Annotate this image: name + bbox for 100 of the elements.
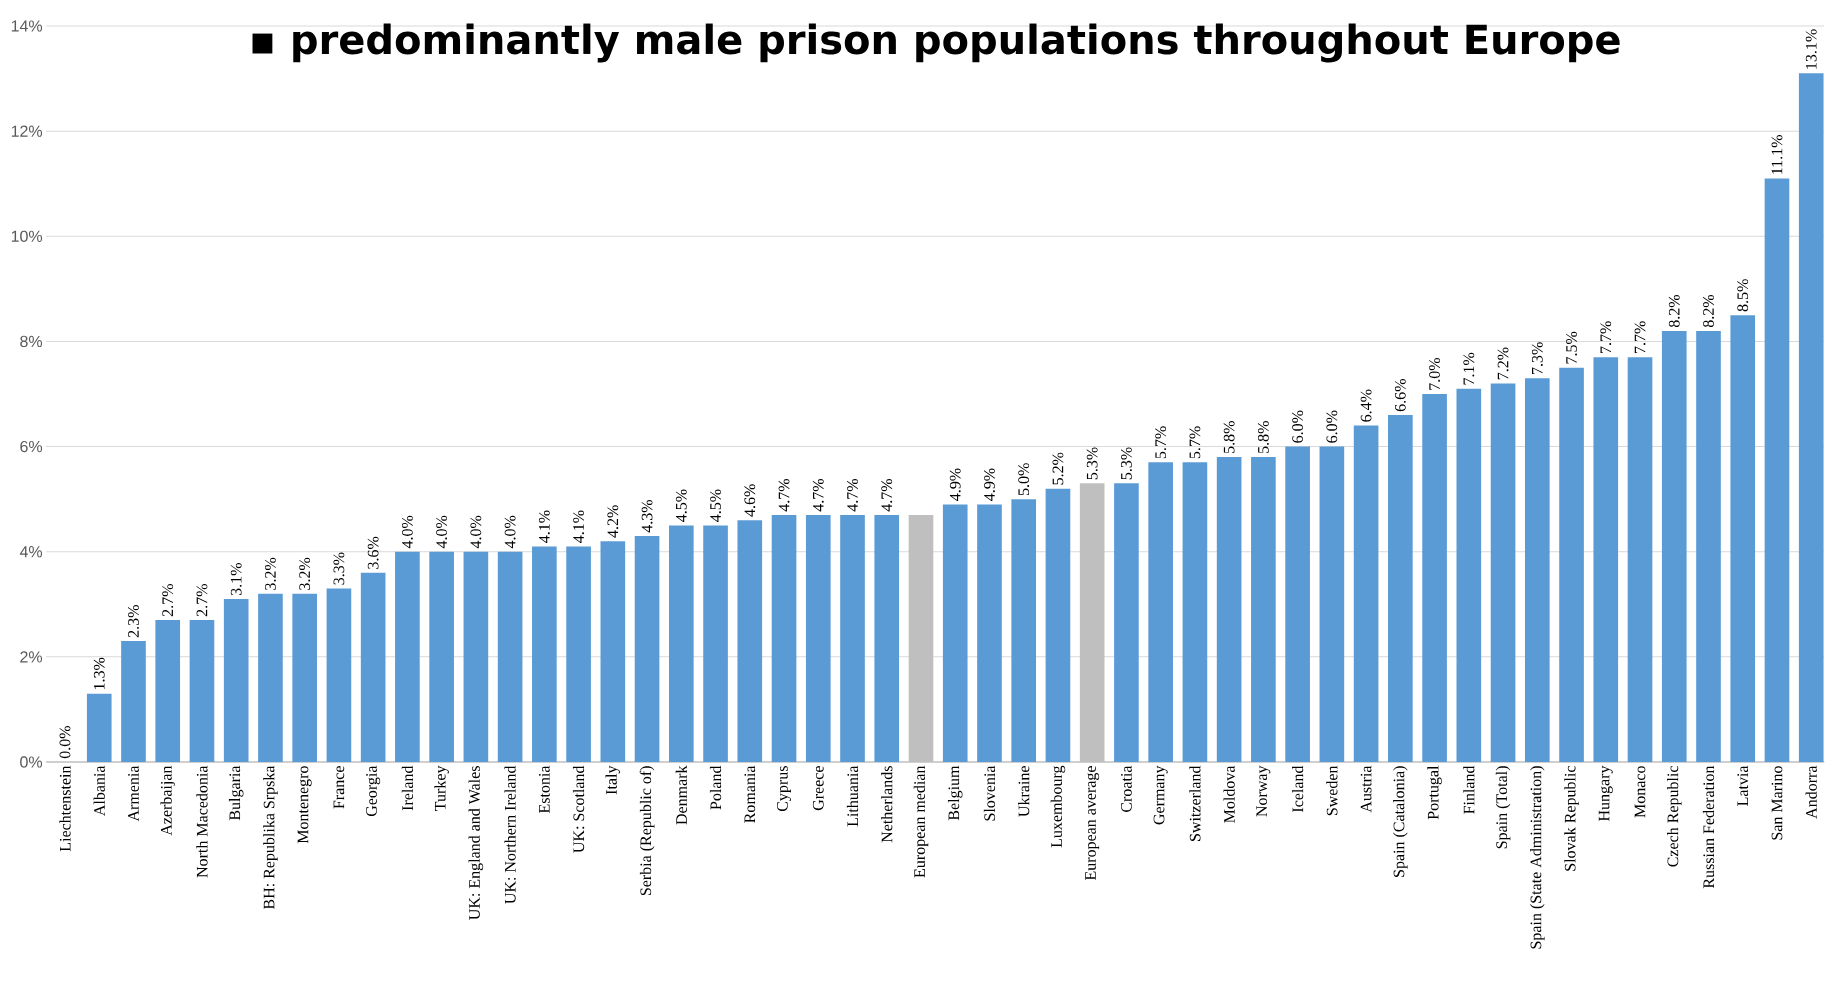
data-label: 4.0%	[504, 515, 516, 549]
data-label: 7.3%	[1531, 342, 1543, 374]
bar	[1559, 367, 1584, 762]
bar	[600, 541, 626, 762]
bar	[634, 535, 660, 762]
data-label: 4.7%	[778, 478, 790, 512]
x-tick-label: Spain (Total)	[1495, 766, 1511, 849]
data-label: 8.5%	[1737, 279, 1749, 312]
data-label: 7.0%	[1429, 358, 1441, 390]
data-label: 4.5%	[710, 489, 721, 522]
bar	[1593, 357, 1619, 762]
bar	[463, 551, 489, 762]
bar	[86, 693, 112, 762]
x-tick-label: European average	[1085, 766, 1100, 881]
bar	[326, 588, 352, 762]
y-tick-label: 12%	[11, 125, 43, 137]
bar	[189, 620, 215, 762]
x-tick-label: Austria	[1360, 765, 1372, 813]
x-tick-label: UK: England and Wales	[468, 766, 484, 920]
x-tick-label: Monaco	[1634, 766, 1646, 818]
data-label: 4.7%	[847, 478, 858, 512]
x-tick-label: UK: Scotland	[572, 765, 585, 853]
bar	[1285, 446, 1310, 762]
data-label: 2.7%	[196, 584, 208, 617]
x-tick-label: European median	[913, 765, 929, 878]
bar	[1422, 394, 1447, 762]
data-label: 5.7%	[1189, 426, 1201, 459]
x-tick-label: Switzerland	[1189, 765, 1201, 841]
x-tick-label: Finland	[1463, 765, 1475, 814]
x-tick-label: Poland	[709, 765, 722, 810]
x-tick-label: Liechtenstein	[59, 765, 71, 852]
x-tick-label: Denmark	[675, 765, 687, 825]
data-label: 4.1%	[538, 510, 550, 543]
data-label: 7.7%	[1634, 321, 1646, 353]
bar	[1114, 483, 1139, 762]
x-tick-label: Montenegro	[297, 766, 312, 844]
x-tick-label: Turkey	[434, 765, 449, 811]
x-tick-label: Latvia	[1737, 765, 1749, 806]
data-label: 4.0%	[470, 515, 482, 549]
bar	[1696, 330, 1721, 762]
bar	[737, 520, 763, 762]
bar	[1764, 178, 1790, 762]
bar	[1388, 415, 1413, 762]
bar	[1353, 425, 1379, 762]
x-tick-label: Italy	[605, 765, 621, 795]
data-label: 7.2%	[1497, 347, 1509, 380]
bar	[1730, 315, 1756, 762]
bar	[429, 551, 454, 762]
bar	[1182, 462, 1208, 762]
data-label: 4.9%	[949, 468, 961, 501]
data-label: 8.2%	[1703, 294, 1714, 328]
bar	[668, 525, 694, 762]
data-label: 5.8%	[1257, 421, 1269, 453]
x-tick-label: Ukraine	[1018, 766, 1030, 817]
bar	[1627, 357, 1653, 762]
x-tick-label: Serbia (Republic of)	[639, 766, 655, 896]
data-label: 4.7%	[812, 478, 824, 512]
data-label: 2.3%	[128, 605, 139, 638]
data-label: 5.7%	[1155, 426, 1167, 459]
data-label: 4.0%	[401, 515, 413, 549]
data-label: 5.3%	[1121, 447, 1132, 480]
x-tick-label: Bulgaria	[228, 765, 244, 821]
y-tick-label: 6%	[20, 440, 43, 453]
y-tick-label: 10%	[11, 230, 43, 242]
bar	[497, 551, 523, 762]
bar	[258, 593, 283, 762]
data-label: 8.2%	[1668, 294, 1680, 328]
data-label: 7.1%	[1463, 352, 1475, 385]
x-tick-label: Greece	[812, 766, 824, 811]
data-label: 4.0%	[436, 515, 448, 549]
bar	[840, 514, 865, 762]
x-tick-label: Germany	[1153, 765, 1168, 825]
x-tick-label: Cyprus	[777, 766, 792, 812]
x-tick-label: Estonia	[538, 765, 550, 814]
x-tick-label: Armenia	[128, 765, 139, 822]
data-label: 4.1%	[573, 510, 585, 543]
bar	[1661, 330, 1687, 762]
bar	[292, 593, 317, 762]
bar	[395, 551, 420, 762]
data-label: 4.2%	[607, 505, 619, 538]
bar	[1011, 499, 1037, 762]
x-tick-label: Russian Federation	[1702, 765, 1715, 889]
x-tick-label: Romania	[744, 765, 756, 823]
data-label: 3.2%	[265, 557, 276, 590]
x-tick-label: Portugal	[1427, 765, 1442, 820]
bar	[1148, 462, 1173, 762]
data-label: 7.5%	[1566, 331, 1577, 364]
x-tick-label: Moldova	[1223, 765, 1235, 823]
data-label: 6.6%	[1394, 379, 1406, 412]
x-tick-label: Luxembourg	[1050, 765, 1066, 848]
bar	[977, 504, 1002, 762]
x-tick-label: Belgium	[947, 765, 963, 821]
bar	[771, 514, 797, 762]
x-tick-label: Croatia	[1121, 765, 1132, 812]
bar	[1490, 383, 1516, 762]
data-label: 4.7%	[881, 478, 893, 512]
bar	[703, 525, 728, 762]
x-tick-label: Ireland	[401, 765, 414, 811]
data-label: 3.3%	[333, 552, 345, 585]
x-tick-label: Slovenia	[983, 765, 996, 821]
